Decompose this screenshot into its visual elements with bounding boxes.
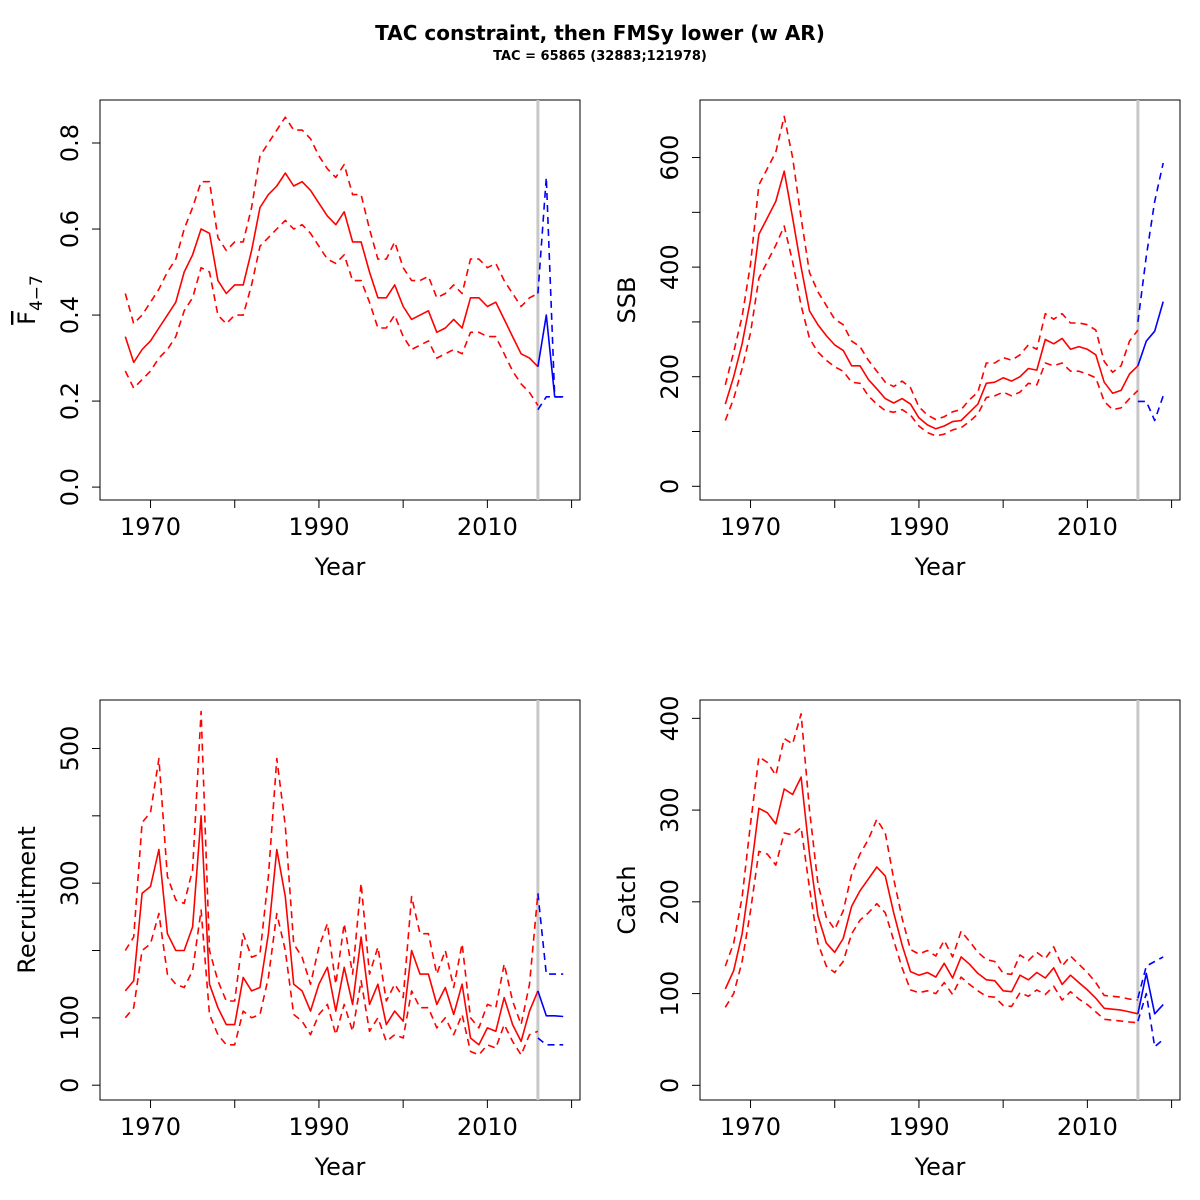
recruitment-forecast-lower-ci-line bbox=[537, 1037, 564, 1046]
ssb-forecast-median-line bbox=[1137, 301, 1164, 367]
recruitment-x-axis-label: Year bbox=[314, 1153, 366, 1181]
f-forecast-median-line bbox=[537, 314, 564, 398]
catch-plot-frame bbox=[699, 699, 1181, 1101]
catch-y-tick-label: 400 bbox=[656, 695, 684, 741]
f-x-tick-label: 1990 bbox=[288, 513, 349, 541]
ssb-y-tick-label: 600 bbox=[656, 135, 684, 181]
ssb-y-axis-label: SSB bbox=[613, 277, 641, 324]
f-y-axis-label-sub: 4−7 bbox=[27, 275, 47, 311]
catch-x-axis-label: Year bbox=[914, 1153, 966, 1181]
figure-subtitle: TAC = 65865 (32883;121978) bbox=[493, 49, 707, 64]
catch-forecast-median-line bbox=[1137, 972, 1164, 1015]
f-y-tick-label: 0.0 bbox=[56, 468, 84, 506]
recruitment-y-axis-label: Recruitment bbox=[13, 826, 41, 973]
ssb-panel: 1970 1990 2010 0 200 400 600 Year SSB bbox=[613, 99, 1181, 581]
recruitment-y-tick-label: 300 bbox=[56, 860, 84, 906]
f-y-axis-label: F4−7 bbox=[13, 275, 47, 325]
ssb-x-tick-label: 2010 bbox=[1057, 513, 1118, 541]
catch-x-tick-label: 2010 bbox=[1057, 1113, 1118, 1141]
recruitment-historic-lower-ci-line bbox=[124, 909, 539, 1056]
recruitment-y-tick-label: 0 bbox=[56, 1078, 84, 1093]
catch-y-axis-label: Catch bbox=[613, 865, 641, 934]
f-y-axis-label-main: F bbox=[13, 311, 41, 325]
f-x-axis-label: Year bbox=[314, 553, 366, 581]
catch-historic-median-line bbox=[724, 776, 1139, 1015]
recruitment-panel: 1970 1990 2010 0 100 300 500 Year Recruitment bbox=[13, 699, 581, 1181]
f-y-tick-label: 0.4 bbox=[56, 296, 84, 334]
ssb-plot-frame bbox=[699, 99, 1181, 501]
figure-title: TAC constraint, then FMSy lower (w AR) bbox=[375, 21, 825, 45]
ssb-y-axis-label-main: SSB bbox=[613, 277, 641, 324]
catch-y-axis-label-main: Catch bbox=[613, 865, 641, 934]
recruitment-forecast-upper-ci-line bbox=[537, 893, 564, 975]
catch-panel: 1970 1990 2010 0 100 200 300 400 Year Catch bbox=[613, 695, 1181, 1181]
catch-y-tick-label: 0 bbox=[656, 1078, 684, 1093]
catch-forecast-lower-ci-line bbox=[1137, 992, 1164, 1048]
recruitment-y-axis-label-main: Recruitment bbox=[13, 826, 41, 973]
recruitment-y-tick-label: 100 bbox=[56, 995, 84, 1041]
recruitment-x-tick-label: 1970 bbox=[120, 1113, 181, 1141]
catch-historic-lower-ci-line bbox=[724, 826, 1138, 1024]
ssb-historic-upper-ci-line bbox=[724, 115, 1139, 421]
recruitment-forecast-median-line bbox=[537, 990, 564, 1018]
recruitment-historic-upper-ci-line bbox=[124, 710, 539, 1029]
catch-y-tick-label: 200 bbox=[656, 879, 684, 925]
recruitment-plot-frame bbox=[99, 699, 581, 1101]
ssb-historic-median-line bbox=[724, 170, 1139, 430]
catch-y-tick-label: 100 bbox=[656, 971, 684, 1017]
f-y-tick-label: 0.2 bbox=[56, 382, 84, 420]
f-x-tick-label: 2010 bbox=[457, 513, 518, 541]
recruitment-historic-median-line bbox=[124, 814, 539, 1046]
f-y-tick-label: 0.6 bbox=[56, 210, 84, 248]
ssb-forecast-lower-ci-line bbox=[1137, 395, 1164, 422]
f-historic-lower-ci-line bbox=[124, 219, 539, 406]
f-panel: 1970 1990 2010 0.0 0.2 0.4 0.6 0.8 Year F4−7 bbox=[13, 99, 581, 581]
ssb-historic-lower-ci-line bbox=[724, 225, 1139, 437]
ssb-y-tick-label: 200 bbox=[656, 354, 684, 400]
f-x-tick-label: 1970 bbox=[120, 513, 181, 541]
catch-y-tick-label: 300 bbox=[656, 787, 684, 833]
ssb-x-axis-label: Year bbox=[914, 553, 966, 581]
recruitment-y-tick-label: 500 bbox=[56, 726, 84, 772]
catch-x-tick-label: 1990 bbox=[888, 1113, 949, 1141]
ssb-y-tick-label: 400 bbox=[656, 244, 684, 290]
catch-historic-upper-ci-line bbox=[724, 712, 1138, 1001]
ssb-x-tick-label: 1990 bbox=[888, 513, 949, 541]
ssb-x-tick-label: 1970 bbox=[720, 513, 781, 541]
f-historic-median-line bbox=[124, 172, 539, 368]
catch-x-tick-label: 1970 bbox=[720, 1113, 781, 1141]
ssb-y-tick-label: 0 bbox=[656, 479, 684, 494]
recruitment-x-tick-label: 1990 bbox=[288, 1113, 349, 1141]
f-plot-frame bbox=[99, 99, 581, 501]
catch-forecast-upper-ci-line bbox=[1137, 956, 1164, 999]
f-y-tick-label: 0.8 bbox=[56, 124, 84, 162]
recruitment-x-tick-label: 2010 bbox=[457, 1113, 518, 1141]
